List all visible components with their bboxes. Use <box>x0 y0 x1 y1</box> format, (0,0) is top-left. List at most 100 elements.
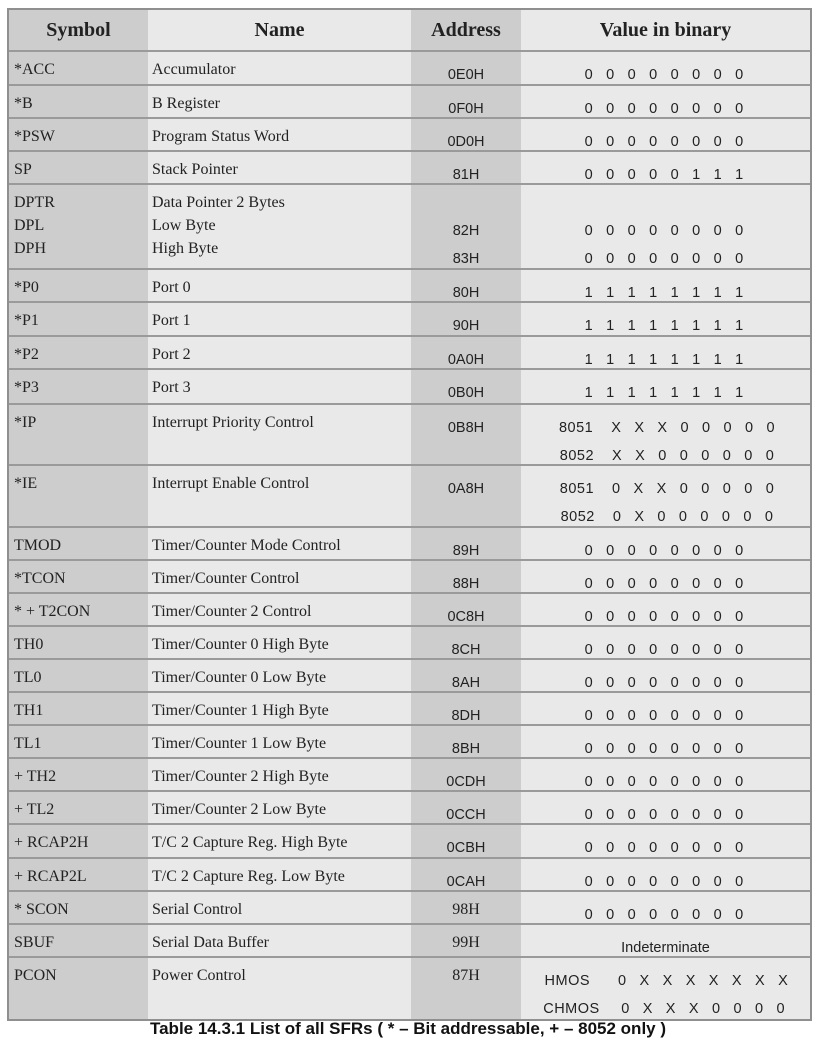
address-text: 0CAH <box>446 874 486 890</box>
address-cell: 99H <box>411 925 521 956</box>
value-cell: 0 0 0 0 0 0 0 0 <box>521 660 810 691</box>
value-line: 0 0 0 0 0 0 0 0 <box>521 65 810 93</box>
value-line: 0 0 0 0 0 0 0 0 <box>521 99 810 127</box>
name-cell: Timer/Counter Mode Control <box>148 528 411 559</box>
value-line: 1 1 1 1 1 1 1 1 <box>521 316 810 344</box>
address-text: 89H <box>452 543 480 559</box>
name-text: Program Status Word <box>152 128 290 145</box>
table-row: * SCON Serial Control 98H 0 0 0 0 0 0 0 0 <box>9 890 810 923</box>
address-cell: 0A0H <box>411 337 521 368</box>
value-line: 1 1 1 1 1 1 1 1 <box>521 350 810 378</box>
value-line: 0 0 0 0 0 0 0 0 <box>521 132 810 160</box>
value-line: 0 0 0 0 0 1 1 1 <box>521 165 810 193</box>
value-line: 0 0 0 0 0 0 0 0 <box>521 673 810 701</box>
value-cell: 0 0 0 0 0 0 0 0 <box>521 759 810 790</box>
address-cell: 8AH <box>411 660 521 691</box>
symbol-cell: *P3 <box>9 370 148 403</box>
value-bits: 0 0 0 0 0 0 0 0 <box>584 543 747 559</box>
table-body: *ACC Accumulator 0E0H 0 0 0 0 0 0 0 0 *B B Re… <box>9 50 810 1019</box>
name-text: Serial Data Buffer <box>152 934 269 951</box>
address-text: 0CCH <box>446 807 486 823</box>
symbol-text: DPTR <box>14 194 55 211</box>
table-row: *P1 Port 1 90H 1 1 1 1 1 1 1 1 <box>9 301 810 335</box>
value-line: 0 0 0 0 0 0 0 0 <box>521 838 810 866</box>
value-cell: 0 0 0 0 0 0 0 0 <box>521 86 810 117</box>
value-line: 0 0 0 0 0 0 0 0 <box>521 574 810 602</box>
symbol-text: + TL2 <box>14 801 55 818</box>
symbol-text: TMOD <box>14 537 62 554</box>
name-cell: T/C 2 Capture Reg. Low Byte <box>148 859 411 890</box>
symbol-text: *P1 <box>14 312 39 329</box>
value-bits: 0 0 0 0 0 0 0 0 <box>584 840 747 856</box>
name-text: Timer/Counter Control <box>152 570 300 587</box>
symbol-cell: TH0 <box>9 627 148 658</box>
table-row: SP Stack Pointer 81H 0 0 0 0 0 1 1 1 <box>9 150 810 183</box>
address-text: 0A8H <box>447 481 485 497</box>
symbol-cell: * + T2CON <box>9 594 148 625</box>
name-text: B Register <box>152 95 220 112</box>
value-cell: 1 1 1 1 1 1 1 1 <box>521 337 810 368</box>
value-cell: 0 0 0 0 0 1 1 1 <box>521 152 810 183</box>
value-line: 0 0 0 0 0 0 0 0 <box>521 805 810 833</box>
value-label: CHMOS <box>543 1001 600 1017</box>
symbol-text: SBUF <box>14 934 55 951</box>
value-line: 0 0 0 0 0 0 0 0 <box>521 221 810 249</box>
symbol-text: TH0 <box>14 636 44 653</box>
name-text: Low Byte <box>152 217 216 234</box>
table-row: *ACC Accumulator 0E0H 0 0 0 0 0 0 0 0 <box>9 50 810 84</box>
table-row: TH1 Timer/Counter 1 High Byte 8DH 0 0 0 0 0… <box>9 691 810 724</box>
name-text: Data Pointer 2 Bytes <box>152 194 285 211</box>
name-cell: Port 3 <box>148 370 411 403</box>
name-text: Interrupt Priority Control <box>152 414 314 431</box>
address-cell: 0CCH <box>411 792 521 823</box>
value-label: 8051 <box>558 420 594 436</box>
address-text: 90H <box>452 318 480 334</box>
address-cell: 88H <box>411 561 521 592</box>
value-line: 8051 X X X 0 0 0 0 0 <box>521 418 810 446</box>
value-cell: 0 0 0 0 0 0 0 0 0 0 0 0 0 0 0 0 <box>521 185 810 268</box>
address-text: 87H <box>452 967 480 984</box>
address-cell: 8DH <box>411 693 521 724</box>
value-bits: 0 0 0 0 0 0 0 0 <box>584 907 747 923</box>
symbol-text: TL1 <box>14 735 42 752</box>
table-row: TL1 Timer/Counter 1 Low Byte 8BH 0 0 0 0 0 … <box>9 724 810 757</box>
value-label: 8052 <box>560 509 595 525</box>
table-row: *IP Interrupt Priority Control 0B8H 8051 X X… <box>9 403 810 464</box>
value-cell: 0 0 0 0 0 0 0 0 <box>521 561 810 592</box>
table-row: TH0 Timer/Counter 0 High Byte 8CH 0 0 0 0 0… <box>9 625 810 658</box>
address-cell: 0CBH <box>411 825 521 857</box>
name-text: T/C 2 Capture Reg. Low Byte <box>152 868 345 885</box>
symbol-text: *P3 <box>14 379 39 396</box>
value-bits: 0 X X X 0 0 0 0 <box>621 1001 788 1017</box>
name-cell: Timer/Counter 2 High Byte <box>148 759 411 790</box>
value-line: 0 0 0 0 0 0 0 0 <box>521 772 810 800</box>
name-cell: Serial Data Buffer <box>148 925 411 956</box>
name-text: Timer/Counter Mode Control <box>152 537 341 554</box>
value-cell: HMOS 0 X X X X X X X CHMOS 0 X X X 0 0 0 0 <box>521 958 810 1019</box>
symbol-text: + TH2 <box>14 768 57 785</box>
header-symbol: Symbol <box>9 10 148 50</box>
name-text: Timer/Counter 1 High Byte <box>152 702 329 719</box>
value-cell: 0 0 0 0 0 0 0 0 <box>521 52 810 84</box>
value-bits: Indeterminate <box>621 940 710 956</box>
symbol-cell: *TCON <box>9 561 148 592</box>
table-header: Symbol Name Address Value in binary <box>9 10 810 50</box>
name-cell: Timer/Counter 1 High Byte <box>148 693 411 724</box>
value-bits: 0 0 0 0 0 0 0 0 <box>584 675 747 691</box>
address-cell: 8CH <box>411 627 521 658</box>
value-bits: 0 0 0 0 0 0 0 0 <box>584 251 747 267</box>
value-cell: 1 1 1 1 1 1 1 1 <box>521 303 810 335</box>
symbol-text: TL0 <box>14 669 42 686</box>
value-cell: 0 0 0 0 0 0 0 0 <box>521 859 810 890</box>
address-cell: 98H <box>411 892 521 923</box>
name-cell: Timer/Counter 0 High Byte <box>148 627 411 658</box>
address-text: 98H <box>452 901 480 918</box>
name-cell: Port 0 <box>148 270 411 301</box>
name-text: Timer/Counter 2 Low Byte <box>152 801 327 818</box>
value-bits: 0 0 0 0 0 0 0 0 <box>584 67 747 83</box>
name-cell: Interrupt Priority Control <box>148 405 411 464</box>
value-line: 0 0 0 0 0 0 0 0 <box>521 640 810 668</box>
value-label: 8051 <box>559 481 595 497</box>
value-cell: 0 0 0 0 0 0 0 0 <box>521 792 810 823</box>
symbol-text: *P2 <box>14 346 39 363</box>
